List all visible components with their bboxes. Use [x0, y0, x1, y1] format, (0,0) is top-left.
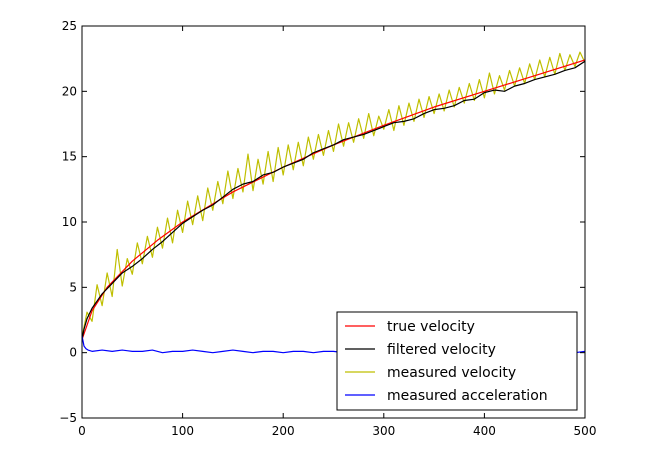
x-tick-label: 0: [78, 424, 86, 438]
legend: true velocity filtered velocity measured v…: [336, 311, 578, 411]
legend-label: true velocity: [387, 319, 475, 335]
x-tick-label: 500: [574, 424, 597, 438]
y-tick-label: 25: [62, 19, 77, 33]
series-line-true-velocity: [82, 59, 585, 340]
y-tick-label: −5: [59, 411, 77, 425]
legend-label: measured acceleration: [387, 388, 548, 404]
series-line-measured-velocity: [82, 51, 585, 338]
x-tick-label: 200: [272, 424, 295, 438]
x-tick-label: 400: [473, 424, 496, 438]
y-tick-label: 0: [69, 346, 77, 360]
legend-label: filtered velocity: [387, 342, 496, 358]
x-tick-label: 300: [372, 424, 395, 438]
legend-box: [336, 311, 578, 411]
series-line-filtered-velocity: [82, 60, 585, 340]
x-tick-label: 100: [171, 424, 194, 438]
series-layer: [82, 51, 585, 354]
y-tick-label: 20: [62, 84, 77, 98]
legend-label: measured velocity: [387, 365, 516, 381]
y-tick-label: 15: [62, 150, 77, 164]
y-tick-label: 5: [69, 280, 77, 294]
y-tick-label: 10: [62, 215, 77, 229]
